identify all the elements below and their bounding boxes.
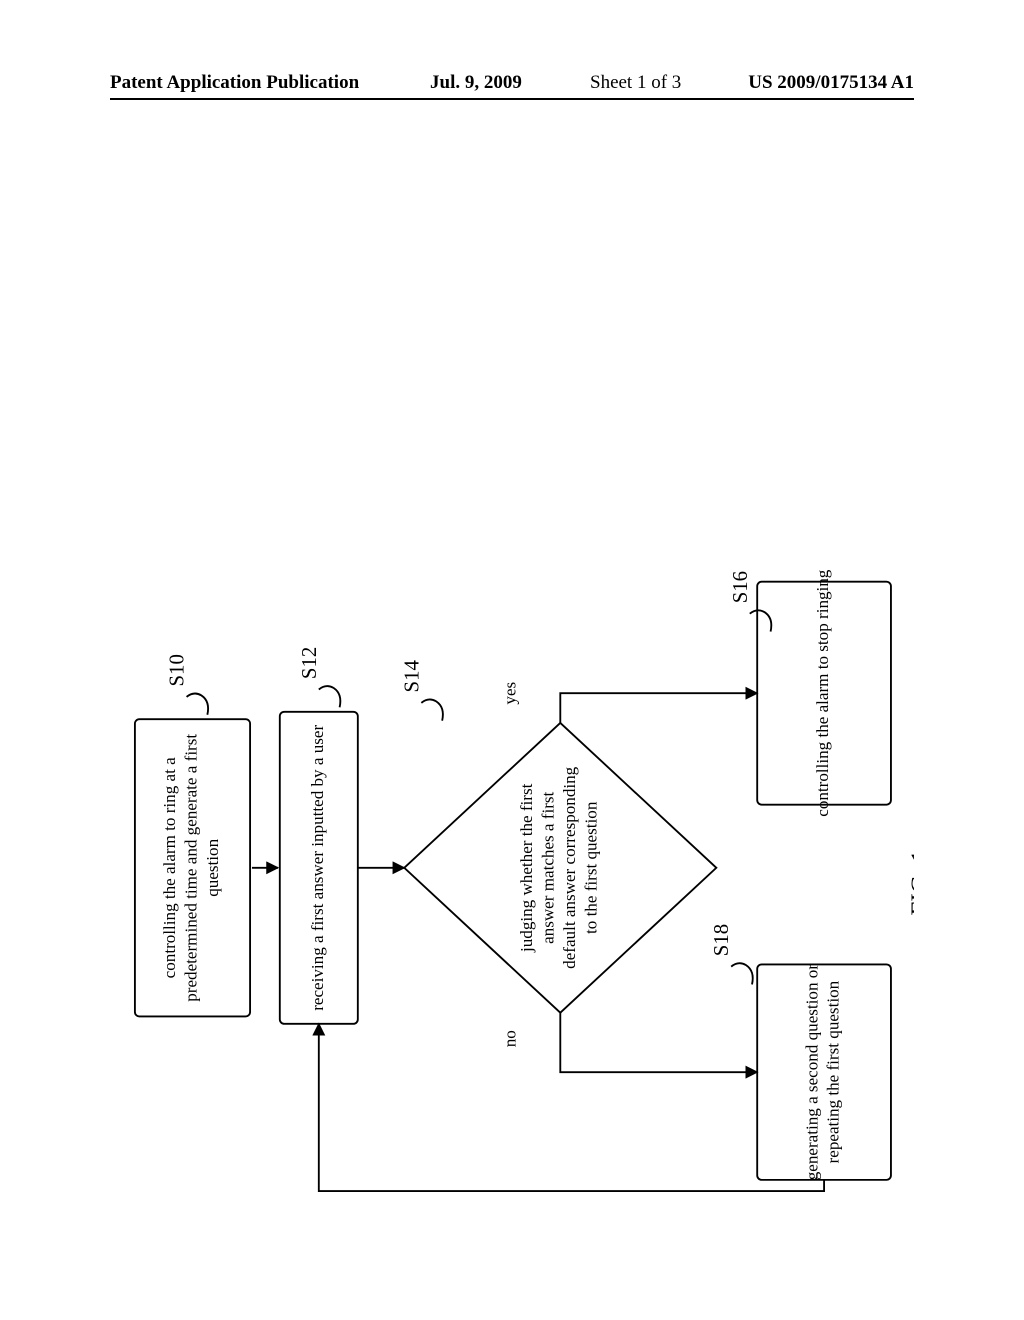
flowchart-diagram: yes no controlling the alarm to ring at ap… xyxy=(110,170,914,1220)
header-left: Patent Application Publication xyxy=(110,72,359,94)
svg-text:receiving a first answer input: receiving a first answer inputted by a u… xyxy=(308,725,327,1011)
svg-text:yes: yes xyxy=(501,681,520,704)
header-rule xyxy=(110,98,914,100)
svg-text:S18: S18 xyxy=(710,924,733,956)
header-date: Jul. 9, 2009 xyxy=(430,72,522,94)
svg-text:S10: S10 xyxy=(166,654,189,686)
page: Patent Application Publication Jul. 9, 2… xyxy=(0,0,1024,1320)
svg-text:S12: S12 xyxy=(298,647,321,679)
svg-text:FIG. 1: FIG. 1 xyxy=(906,850,914,916)
svg-text:S16: S16 xyxy=(729,571,752,603)
svg-text:generating a second question o: generating a second question orrepeating… xyxy=(802,964,842,1181)
svg-text:judging whether the firstanswe: judging whether the firstanswer matches … xyxy=(517,766,600,968)
svg-text:controlling the alarm to stop: controlling the alarm to stop ringing xyxy=(813,569,832,817)
svg-text:controlling the alarm to ring: controlling the alarm to ring at apredet… xyxy=(160,734,222,1002)
header-sheet: Sheet 1 of 3 xyxy=(590,72,681,94)
svg-text:no: no xyxy=(501,1030,520,1047)
header-pubno: US 2009/0175134 A1 xyxy=(748,72,914,94)
svg-text:S14: S14 xyxy=(400,659,423,692)
flowchart-svg: yes no controlling the alarm to ring at ap… xyxy=(110,170,914,1220)
